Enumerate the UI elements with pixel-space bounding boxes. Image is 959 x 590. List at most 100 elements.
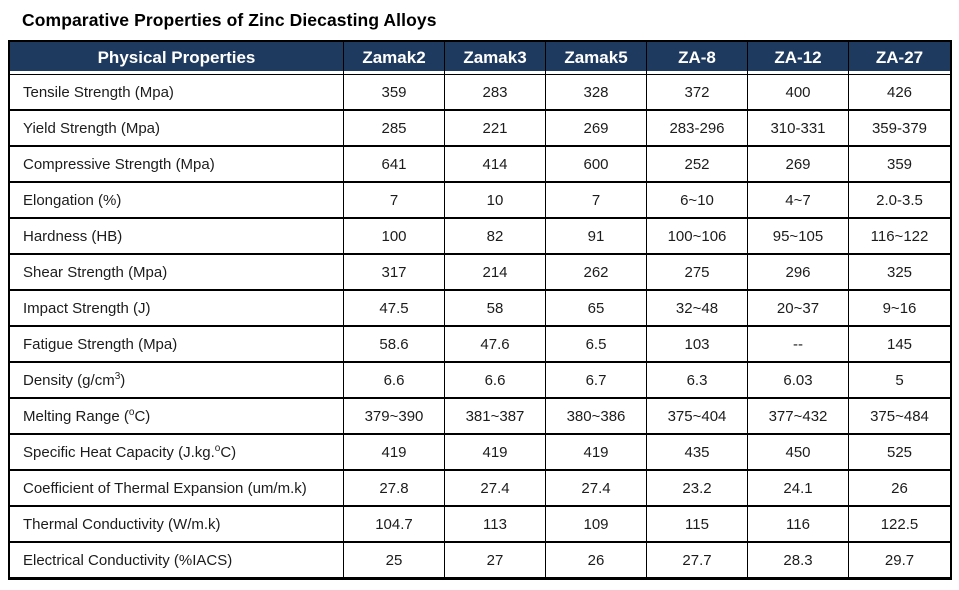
table-row-fatigue-strength: Fatigue Strength (Mpa) 58.6 47.6 6.5 103… [10,327,950,363]
value-cell: 5 [849,363,950,399]
column-header-physical-properties: Physical Properties [10,42,344,75]
value-cell: 27.4 [546,471,647,507]
value-cell: 116~122 [849,219,950,255]
value-cell: 104.7 [344,507,445,543]
value-cell: 6.6 [344,363,445,399]
value-cell: 450 [748,435,849,471]
property-cell: Coefficient of Thermal Expansion (um/m.k… [10,471,344,507]
value-cell: 359-379 [849,111,950,147]
value-cell: 29.7 [849,543,950,577]
value-cell: 109 [546,507,647,543]
value-cell: 27.4 [445,471,546,507]
value-cell: 32~48 [647,291,748,327]
value-cell: 145 [849,327,950,363]
value-cell: 27.7 [647,543,748,577]
value-cell: 414 [445,147,546,183]
table-row-elongation: Elongation (%) 7 10 7 6~10 4~7 2.0-3.5 [10,183,950,219]
value-cell: 122.5 [849,507,950,543]
value-cell: 4~7 [748,183,849,219]
value-cell: 58.6 [344,327,445,363]
value-cell: 283 [445,75,546,111]
value-cell: 426 [849,75,950,111]
value-cell: 379~390 [344,399,445,435]
value-cell: 28.3 [748,543,849,577]
value-cell: 26 [849,471,950,507]
value-cell: 95~105 [748,219,849,255]
property-cell: Density (g/cm3) [10,363,344,399]
value-cell: 47.5 [344,291,445,327]
column-header-za27: ZA-27 [849,42,950,75]
value-cell: 113 [445,507,546,543]
property-cell: Fatigue Strength (Mpa) [10,327,344,363]
value-cell: 641 [344,147,445,183]
value-cell: 24.1 [748,471,849,507]
property-cell: Specific Heat Capacity (J.kg.oC) [10,435,344,471]
table-row-melting-range: Melting Range (oC) 379~390 381~387 380~3… [10,399,950,435]
value-cell: 7 [546,183,647,219]
value-cell: 419 [546,435,647,471]
value-cell: 27.8 [344,471,445,507]
table-row-compressive-strength: Compressive Strength (Mpa) 641 414 600 2… [10,147,950,183]
value-cell: 325 [849,255,950,291]
table-row-electrical-conductivity: Electrical Conductivity (%IACS) 25 27 26… [10,543,950,577]
property-cell: Thermal Conductivity (W/m.k) [10,507,344,543]
value-cell: 7 [344,183,445,219]
table-row-density: Density (g/cm3) 6.6 6.6 6.7 6.3 6.03 5 [10,363,950,399]
value-cell: 116 [748,507,849,543]
table-row-thermal-conductivity: Thermal Conductivity (W/m.k) 104.7 113 1… [10,507,950,543]
value-cell: 359 [344,75,445,111]
table-row-tensile-strength: Tensile Strength (Mpa) 359 283 328 372 4… [10,75,950,111]
alloy-properties-table: Physical Properties Zamak2 Zamak3 Zamak5… [8,40,952,580]
value-cell: 328 [546,75,647,111]
value-cell: 600 [546,147,647,183]
value-cell: 82 [445,219,546,255]
value-cell: 6.5 [546,327,647,363]
value-cell: 375~484 [849,399,950,435]
column-header-zamak5: Zamak5 [546,42,647,75]
property-cell: Electrical Conductivity (%IACS) [10,543,344,577]
table-row-hardness: Hardness (HB) 100 82 91 100~106 95~105 1… [10,219,950,255]
value-cell: 310-331 [748,111,849,147]
value-cell: 372 [647,75,748,111]
value-cell: 262 [546,255,647,291]
table-header-row: Physical Properties Zamak2 Zamak3 Zamak5… [10,42,950,75]
column-header-za8: ZA-8 [647,42,748,75]
value-cell: 380~386 [546,399,647,435]
table-row-impact-strength: Impact Strength (J) 47.5 58 65 32~48 20~… [10,291,950,327]
value-cell: 91 [546,219,647,255]
value-cell: 419 [445,435,546,471]
value-cell: 419 [344,435,445,471]
value-cell: 115 [647,507,748,543]
value-cell: 6.3 [647,363,748,399]
value-cell: 6~10 [647,183,748,219]
value-cell: -- [748,327,849,363]
value-cell: 283-296 [647,111,748,147]
value-cell: 525 [849,435,950,471]
value-cell: 100 [344,219,445,255]
value-cell: 269 [748,147,849,183]
column-header-za12: ZA-12 [748,42,849,75]
value-cell: 285 [344,111,445,147]
value-cell: 20~37 [748,291,849,327]
property-cell: Elongation (%) [10,183,344,219]
value-cell: 317 [344,255,445,291]
table-row-specific-heat-capacity: Specific Heat Capacity (J.kg.oC) 419 419… [10,435,950,471]
value-cell: 275 [647,255,748,291]
value-cell: 435 [647,435,748,471]
property-cell: Melting Range (oC) [10,399,344,435]
property-cell: Shear Strength (Mpa) [10,255,344,291]
value-cell: 252 [647,147,748,183]
property-cell: Yield Strength (Mpa) [10,111,344,147]
value-cell: 221 [445,111,546,147]
table-row-shear-strength: Shear Strength (Mpa) 317 214 262 275 296… [10,255,950,291]
table-row-yield-strength: Yield Strength (Mpa) 285 221 269 283-296… [10,111,950,147]
value-cell: 10 [445,183,546,219]
column-header-zamak3: Zamak3 [445,42,546,75]
table-row-coefficient-thermal-expansion: Coefficient of Thermal Expansion (um/m.k… [10,471,950,507]
value-cell: 377~432 [748,399,849,435]
value-cell: 27 [445,543,546,577]
value-cell: 103 [647,327,748,363]
value-cell: 6.6 [445,363,546,399]
value-cell: 6.03 [748,363,849,399]
value-cell: 381~387 [445,399,546,435]
